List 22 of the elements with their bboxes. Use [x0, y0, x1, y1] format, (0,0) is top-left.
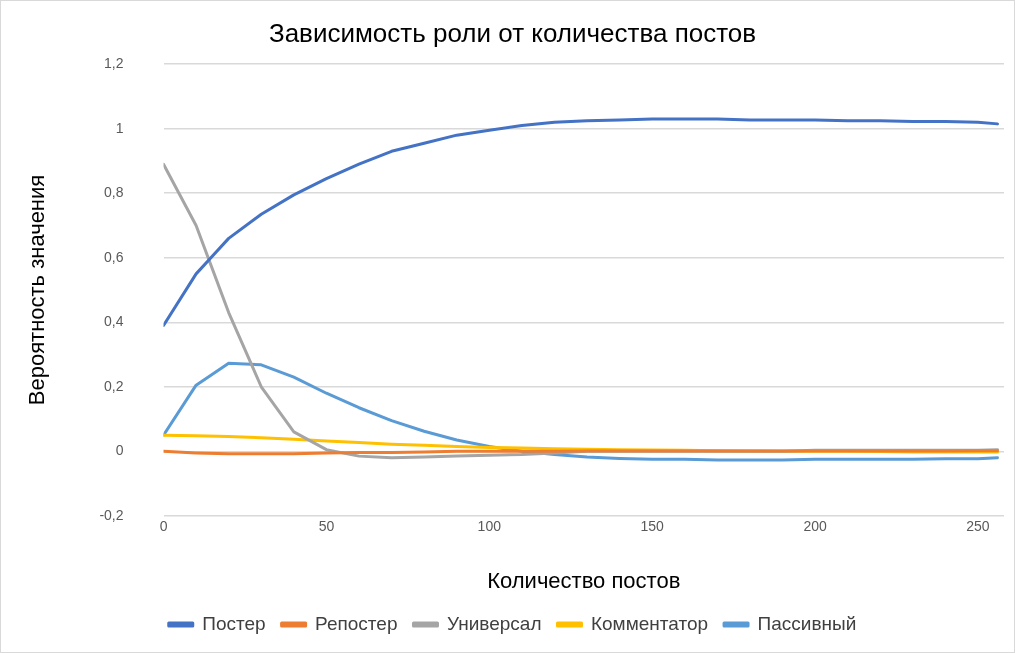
- x-axis-title: Количество постов: [487, 567, 681, 593]
- y-tick-label: 0,6: [104, 248, 124, 265]
- chart-title: Зависимость роли от количества постов: [268, 17, 757, 48]
- x-tick-label: 50: [318, 518, 335, 535]
- legend-label: Пассивный: [757, 612, 857, 634]
- y-tick-label: 0,4: [104, 313, 124, 330]
- x-tick-label: 0: [159, 518, 168, 535]
- legend-label: Репостер: [315, 612, 398, 634]
- y-tick-label: -0,2: [99, 506, 124, 523]
- x-tick-label: 100: [477, 518, 502, 535]
- y-tick-label: 0,8: [104, 184, 124, 201]
- x-tick-label: 250: [966, 518, 990, 535]
- legend-label: Комментатор: [590, 612, 709, 634]
- y-tick-label: 1: [115, 119, 124, 136]
- y-tick-label: 0,2: [104, 377, 124, 394]
- legend-label: Постер: [202, 612, 266, 634]
- x-tick-label: 200: [803, 518, 827, 535]
- y-tick-label: 0: [115, 442, 124, 459]
- legend-label: Универсал: [446, 612, 542, 634]
- y-tick-label: 1,2: [104, 55, 124, 72]
- y-axis-title: Вероятность значения: [24, 174, 50, 406]
- x-tick-label: 150: [640, 518, 665, 535]
